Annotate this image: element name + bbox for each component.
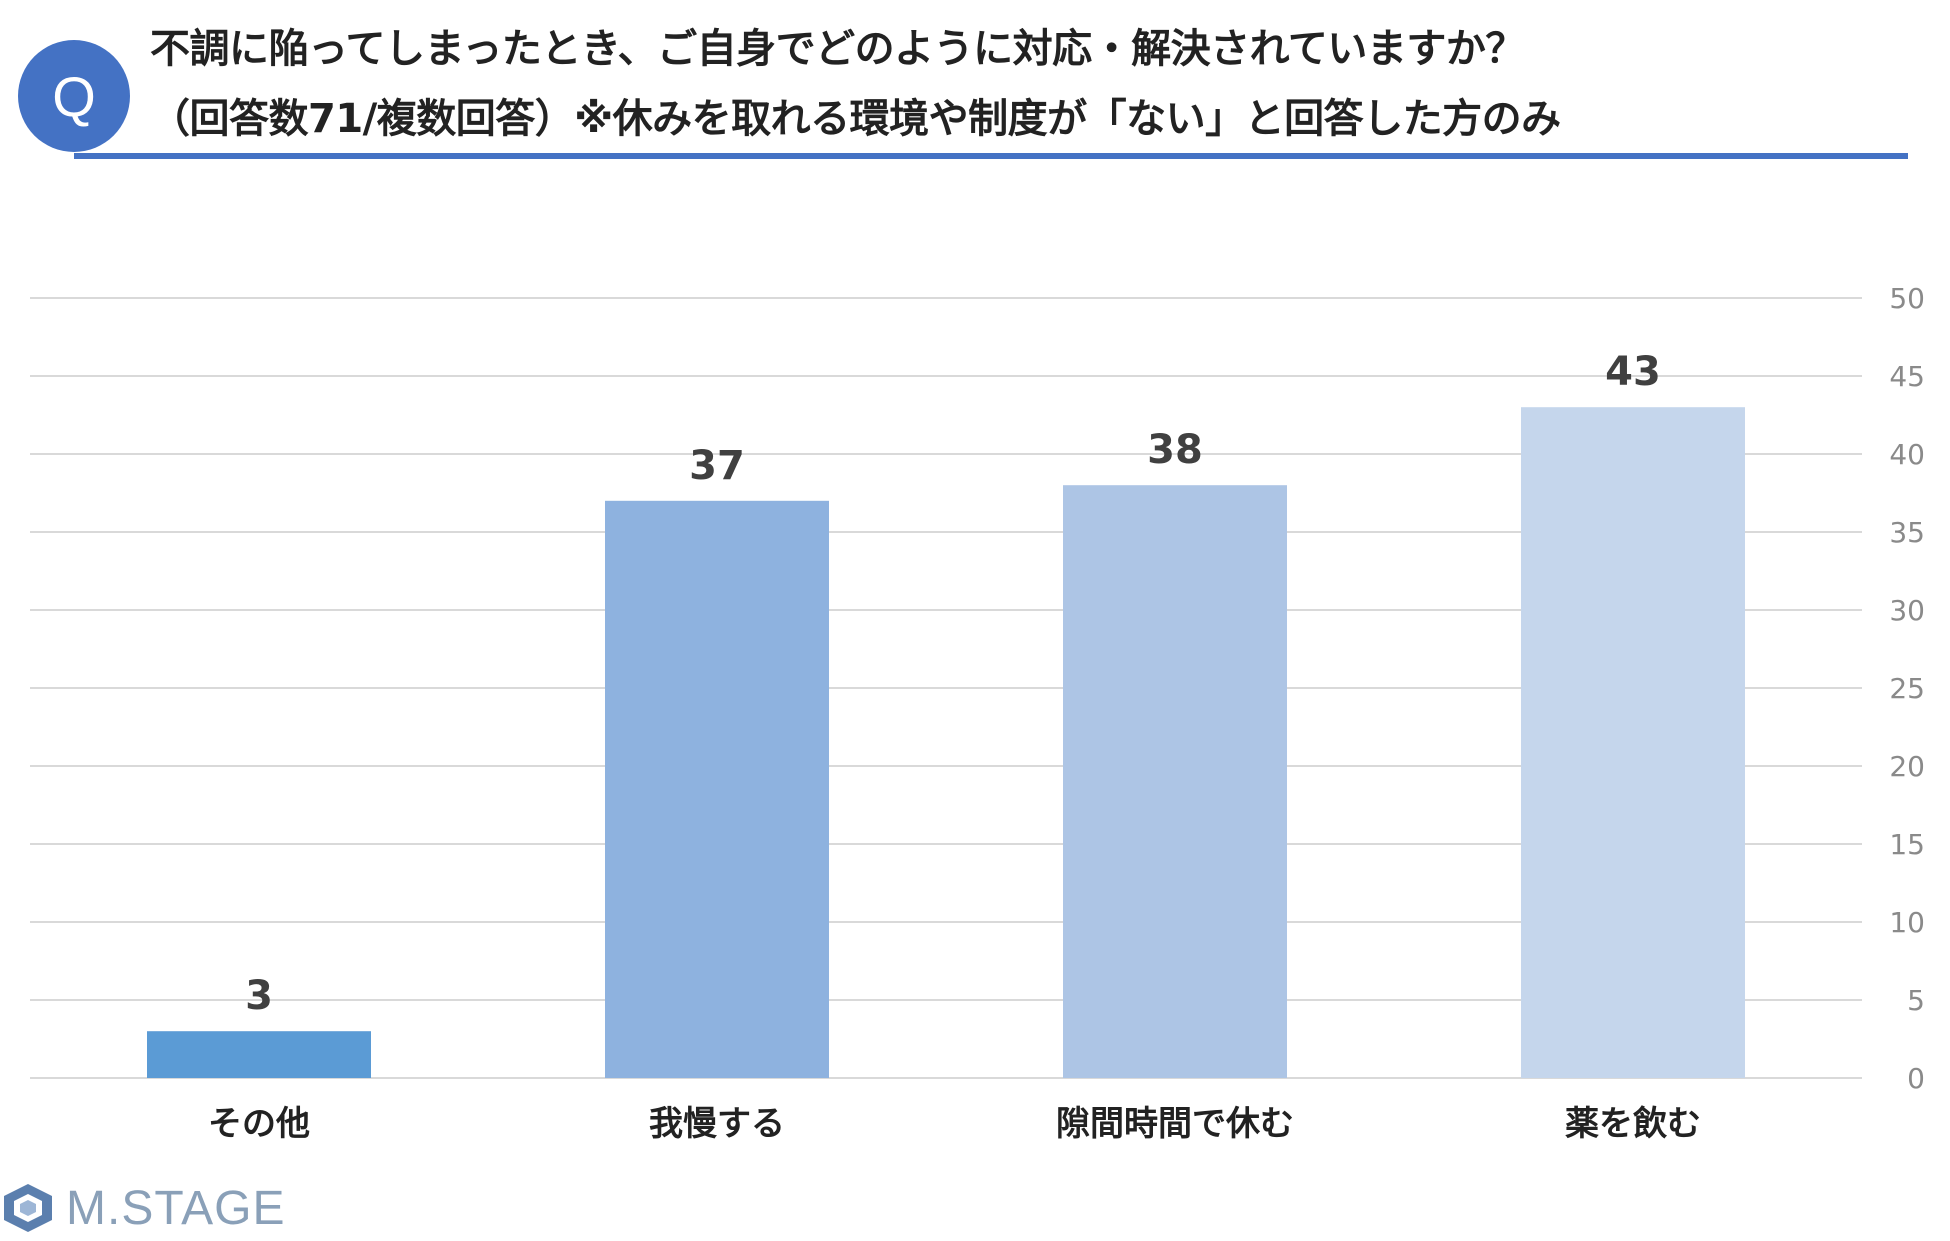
- chart-title-line1: 不調に陥ってしまったとき、ご自身でどのように対応・解決されていますか？: [150, 26, 1525, 72]
- y-tick-label: 30: [1889, 594, 1925, 627]
- y-tick-label: 15: [1889, 828, 1925, 861]
- brand-name: M.STAGE: [66, 1181, 286, 1235]
- category-label: 我慢する: [649, 1104, 785, 1144]
- category-label: その他: [208, 1104, 310, 1144]
- y-axis-ticks: 0 5 10 15 20 25 30 35 40 45 50: [1889, 282, 1925, 1095]
- y-tick-label: 50: [1889, 282, 1925, 315]
- data-label: 37: [689, 443, 745, 489]
- bar: [605, 500, 829, 1078]
- y-tick-label: 35: [1889, 516, 1925, 549]
- y-tick-label: 25: [1889, 672, 1925, 705]
- chart-title-line2: （回答数71/複数回答）※休みを取れる環境や制度が「ない」と回答した方のみ: [150, 96, 1561, 142]
- y-tick-label: 0: [1907, 1062, 1925, 1095]
- category-label: 薬を飲む: [1565, 1104, 1701, 1144]
- title-underline: [74, 153, 1908, 159]
- y-tick-label: 5: [1907, 984, 1925, 1017]
- bar-chart: 0 5 10 15 20 25 30 35 40 45 50 3 37 38 43 その他 我慢する 隙間時間…: [30, 282, 1925, 1144]
- data-labels: 3 37 38 43: [245, 349, 1661, 1019]
- y-tick-label: 45: [1889, 360, 1925, 393]
- data-label: 43: [1605, 349, 1661, 395]
- category-labels: その他 我慢する 隙間時間で休む 薬を飲む: [208, 1104, 1701, 1144]
- category-label: 隙間時間で休む: [1056, 1104, 1294, 1144]
- data-label: 38: [1147, 427, 1203, 473]
- question-badge: Q: [18, 40, 130, 152]
- y-tick-label: 40: [1889, 438, 1925, 471]
- question-badge-label: Q: [52, 64, 96, 128]
- y-tick-label: 10: [1889, 906, 1925, 939]
- brand-logo: M.STAGE: [0, 1181, 286, 1235]
- bar: [147, 1031, 371, 1078]
- bar: [1521, 407, 1745, 1078]
- y-tick-label: 20: [1889, 750, 1925, 783]
- bars: [147, 407, 1745, 1078]
- bar: [1063, 485, 1287, 1078]
- data-label: 3: [245, 973, 273, 1019]
- brand-mark-icon: [4, 1184, 52, 1232]
